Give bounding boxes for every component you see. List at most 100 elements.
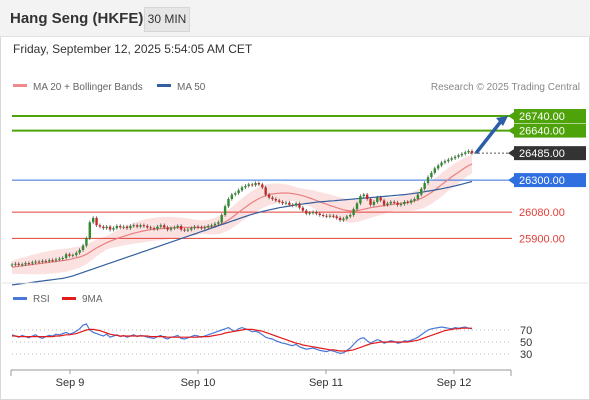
candle-body bbox=[132, 225, 135, 227]
candle-body bbox=[95, 217, 98, 226]
level-label: 25900.00 bbox=[519, 233, 565, 245]
candle-body bbox=[213, 223, 217, 226]
candle-body bbox=[409, 200, 413, 203]
candle-body bbox=[443, 161, 447, 163]
candle-body bbox=[193, 226, 196, 229]
candle-body bbox=[261, 184, 264, 188]
candle-body bbox=[396, 202, 399, 205]
candle-body bbox=[298, 203, 301, 208]
candle-body bbox=[122, 226, 125, 228]
header-bar: Hang Seng (HKFE) 30 MIN bbox=[0, 0, 590, 37]
candle-body bbox=[183, 229, 186, 231]
candle-body bbox=[146, 225, 149, 228]
candle-body bbox=[267, 194, 271, 198]
candle-body bbox=[389, 201, 393, 204]
candle-body bbox=[223, 206, 227, 216]
rsi-legend-label: RSI bbox=[33, 294, 50, 305]
timeframe-badge[interactable]: 30 MIN bbox=[144, 7, 190, 32]
timestamp: Friday, September 12, 2025 5:54:05 AM CE… bbox=[13, 42, 253, 56]
candle-body bbox=[81, 245, 85, 250]
candle-body bbox=[163, 225, 166, 228]
credit-text: Research © 2025 Trading Central bbox=[431, 82, 580, 93]
candle-body bbox=[17, 263, 20, 265]
candle-body bbox=[308, 212, 311, 214]
candle-body bbox=[257, 182, 261, 185]
candle-body bbox=[318, 213, 321, 216]
candle-body bbox=[379, 197, 382, 201]
level-label-box bbox=[514, 109, 586, 124]
candle-body bbox=[129, 225, 132, 229]
candle-body bbox=[159, 225, 163, 227]
candle-body bbox=[152, 228, 156, 230]
candle-body bbox=[413, 199, 416, 201]
candle-body bbox=[406, 201, 409, 203]
candle-body bbox=[278, 200, 281, 202]
x-tick-label: Sep 12 bbox=[437, 377, 472, 389]
candle-body bbox=[240, 187, 244, 191]
candle-body bbox=[234, 193, 237, 195]
candle-body bbox=[365, 194, 369, 200]
candle-body bbox=[328, 215, 332, 217]
candle-body bbox=[274, 199, 278, 201]
candle-body bbox=[281, 201, 284, 204]
candle-body bbox=[230, 194, 234, 200]
candle-body bbox=[58, 258, 61, 260]
legend-swatch bbox=[13, 84, 27, 87]
rsi-tick-label: 50 bbox=[520, 337, 532, 349]
candle-body bbox=[332, 215, 335, 217]
candle-body bbox=[369, 199, 372, 205]
candle-body bbox=[244, 185, 247, 188]
level-label-box bbox=[514, 146, 586, 161]
candle-body bbox=[179, 225, 183, 230]
candle-body bbox=[342, 218, 345, 221]
candle-body bbox=[464, 152, 467, 154]
candle-body bbox=[200, 227, 203, 229]
candle-body bbox=[169, 228, 173, 230]
candle-body bbox=[359, 196, 362, 204]
candle-body bbox=[27, 263, 31, 265]
candle-body bbox=[237, 190, 240, 194]
candle-body bbox=[305, 210, 308, 214]
candle-body bbox=[227, 199, 230, 207]
candle-body bbox=[64, 254, 68, 258]
rsi-legend-swatch bbox=[13, 297, 27, 300]
candle-body bbox=[112, 228, 115, 230]
forecast-arrow bbox=[474, 118, 504, 155]
candle-body bbox=[311, 212, 315, 214]
candle-body bbox=[436, 165, 440, 169]
candle-body bbox=[34, 261, 37, 263]
candle-body bbox=[10, 264, 14, 266]
candle-body bbox=[61, 257, 64, 259]
candle-body bbox=[325, 215, 328, 217]
candle-body bbox=[102, 226, 105, 229]
candle-body bbox=[335, 216, 338, 218]
candle-body bbox=[430, 172, 433, 178]
candle-body bbox=[186, 229, 190, 231]
candle-body bbox=[48, 260, 51, 262]
candle-body bbox=[393, 201, 396, 203]
candle-body bbox=[301, 207, 305, 211]
candle-body bbox=[264, 187, 267, 195]
candle-body bbox=[75, 252, 78, 256]
candle-body bbox=[54, 259, 58, 261]
candle-body bbox=[105, 226, 108, 229]
candle-body bbox=[139, 225, 142, 227]
candle-body bbox=[190, 228, 193, 230]
x-tick-label: Sep 11 bbox=[309, 377, 343, 389]
candle-body bbox=[14, 263, 17, 265]
candle-body bbox=[352, 209, 355, 216]
candle-body bbox=[382, 200, 386, 205]
candle-body bbox=[142, 225, 146, 227]
candle-body bbox=[71, 255, 75, 257]
candle-body bbox=[250, 184, 254, 186]
instrument-title: Hang Seng (HKFE) bbox=[10, 10, 144, 27]
candle-body bbox=[51, 260, 54, 262]
x-tick-label: Sep 9 bbox=[56, 377, 85, 389]
candle-body bbox=[349, 215, 352, 217]
candle-body bbox=[37, 261, 41, 263]
candle-body bbox=[156, 226, 159, 229]
candle-body bbox=[420, 188, 423, 195]
candle-body bbox=[88, 222, 91, 239]
level-label: 26080.00 bbox=[519, 207, 565, 219]
